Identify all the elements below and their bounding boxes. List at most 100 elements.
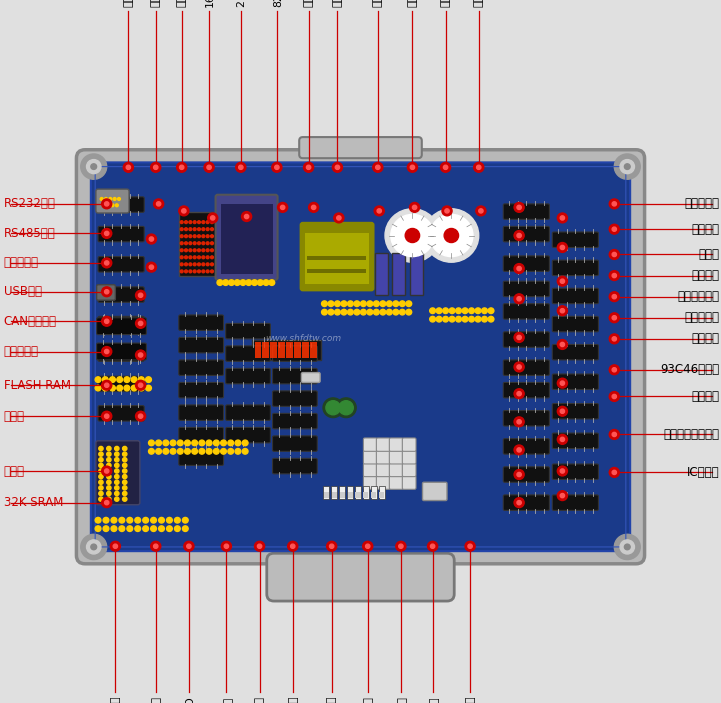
Circle shape (612, 316, 616, 320)
Circle shape (184, 541, 194, 551)
FancyBboxPatch shape (552, 495, 598, 510)
Circle shape (185, 270, 187, 273)
Circle shape (107, 469, 111, 473)
Bar (348, 492, 353, 498)
Circle shape (105, 202, 109, 206)
Circle shape (335, 301, 340, 307)
Circle shape (206, 242, 209, 245)
Circle shape (430, 214, 473, 257)
Circle shape (374, 206, 384, 216)
Circle shape (180, 221, 183, 224)
Circle shape (211, 242, 213, 245)
FancyBboxPatch shape (301, 373, 320, 382)
Circle shape (105, 261, 109, 265)
Circle shape (223, 280, 229, 285)
Circle shape (380, 301, 386, 307)
Circle shape (189, 270, 192, 273)
Circle shape (105, 383, 109, 387)
Circle shape (612, 252, 616, 257)
Text: USB通信: USB通信 (4, 285, 42, 298)
Circle shape (211, 216, 215, 220)
FancyBboxPatch shape (376, 476, 390, 489)
Circle shape (211, 249, 213, 252)
Circle shape (185, 440, 190, 446)
Circle shape (306, 165, 311, 169)
FancyBboxPatch shape (96, 441, 140, 505)
Circle shape (110, 541, 120, 551)
Circle shape (229, 280, 234, 285)
Circle shape (107, 480, 111, 484)
Bar (379, 486, 385, 499)
Circle shape (110, 377, 115, 382)
FancyBboxPatch shape (98, 197, 144, 212)
Circle shape (151, 517, 156, 523)
Circle shape (322, 301, 327, 307)
Circle shape (107, 452, 111, 456)
Circle shape (156, 449, 162, 454)
Circle shape (620, 540, 634, 554)
Circle shape (136, 290, 146, 300)
Circle shape (81, 534, 107, 560)
Circle shape (609, 334, 619, 344)
Circle shape (185, 263, 187, 266)
Circle shape (105, 231, 109, 236)
Text: 虚拟示波器: 虚拟示波器 (684, 198, 720, 210)
FancyBboxPatch shape (503, 226, 549, 242)
Circle shape (159, 517, 164, 523)
FancyBboxPatch shape (226, 427, 270, 443)
Circle shape (360, 301, 366, 307)
Circle shape (449, 308, 455, 314)
Circle shape (146, 385, 151, 391)
Circle shape (341, 309, 347, 315)
Circle shape (193, 263, 196, 266)
Circle shape (612, 394, 616, 399)
Circle shape (180, 165, 184, 169)
FancyBboxPatch shape (363, 476, 377, 489)
Circle shape (430, 316, 435, 322)
Circle shape (620, 160, 634, 174)
Circle shape (115, 497, 119, 501)
Circle shape (263, 280, 269, 285)
Circle shape (136, 380, 146, 390)
Circle shape (105, 198, 107, 200)
Circle shape (102, 204, 105, 207)
Circle shape (557, 434, 567, 444)
Circle shape (557, 340, 567, 349)
Circle shape (385, 209, 440, 262)
Circle shape (189, 235, 192, 238)
FancyBboxPatch shape (503, 281, 549, 297)
Circle shape (107, 204, 110, 207)
Circle shape (110, 385, 115, 391)
Bar (179, 212, 216, 276)
Circle shape (193, 235, 196, 238)
Circle shape (119, 517, 125, 523)
Circle shape (609, 392, 619, 401)
Circle shape (272, 162, 282, 172)
Bar (347, 486, 353, 499)
Circle shape (323, 398, 343, 418)
Circle shape (99, 452, 103, 456)
Circle shape (202, 221, 205, 224)
Circle shape (202, 242, 205, 245)
Circle shape (211, 270, 213, 273)
Circle shape (118, 198, 120, 200)
FancyBboxPatch shape (216, 195, 278, 280)
Circle shape (199, 449, 205, 454)
Circle shape (514, 498, 524, 508)
Circle shape (291, 544, 295, 548)
Circle shape (131, 385, 137, 391)
Bar (371, 492, 376, 498)
Circle shape (410, 165, 415, 169)
Circle shape (612, 227, 616, 231)
Circle shape (193, 249, 196, 252)
FancyBboxPatch shape (97, 343, 146, 360)
Circle shape (136, 350, 146, 360)
Circle shape (335, 309, 340, 315)
Circle shape (202, 263, 205, 266)
Circle shape (99, 458, 103, 462)
Text: 及测速: 及测速 (441, 0, 451, 7)
Circle shape (193, 270, 196, 273)
Circle shape (206, 235, 209, 238)
Circle shape (156, 440, 162, 446)
Circle shape (111, 517, 117, 523)
